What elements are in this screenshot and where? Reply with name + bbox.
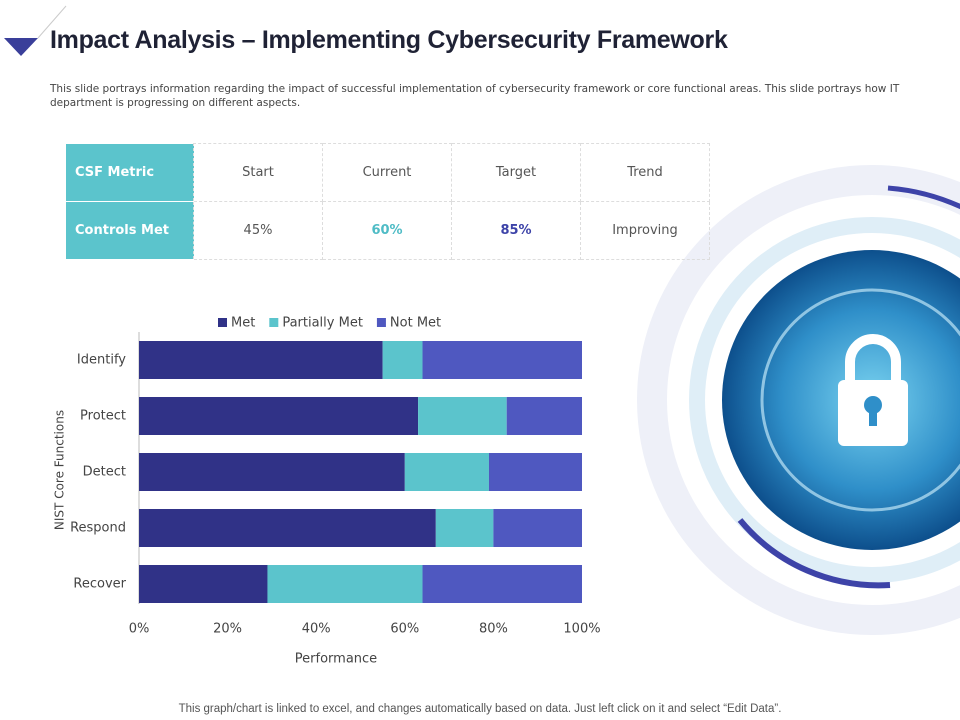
x-tick-label: 0%: [129, 622, 150, 637]
bar-segment: [404, 453, 489, 491]
bar-segment: [139, 397, 419, 435]
bar-segment: [422, 341, 582, 379]
bar-segment: [506, 397, 582, 435]
metric-table: CSF Metric Start Current Target Trend Co…: [66, 143, 710, 260]
legend-swatch: [269, 318, 279, 327]
y-axis-label: NIST Core Functions: [53, 410, 67, 530]
lock-shackle: [845, 334, 901, 380]
x-axis-label: Performance: [295, 652, 377, 667]
x-tick-label: 100%: [563, 622, 600, 637]
legend-label: Met: [231, 316, 255, 331]
y-tick-label: Detect: [83, 465, 126, 480]
bar-segment: [139, 565, 268, 603]
table-cell: Improving: [580, 201, 710, 260]
bar-segment: [422, 565, 582, 603]
bar-segment: [488, 453, 582, 491]
title: Impact Analysis – Implementing Cybersecu…: [50, 26, 728, 54]
table-cell: CSF Metric: [66, 143, 194, 202]
y-tick-label: Identify: [77, 353, 126, 368]
legend-label: Partially Met: [282, 316, 363, 331]
keyhole: [869, 408, 877, 426]
table-cell: 60%: [322, 201, 452, 260]
y-tick-label: Respond: [70, 521, 126, 536]
table-row: Controls Met 45% 60% 85% Improving: [66, 201, 710, 260]
y-tick-label: Protect: [80, 409, 126, 424]
arc: [887, 185, 960, 210]
title-line: [37, 5, 67, 39]
ring: [637, 165, 960, 635]
table-cell: 85%: [451, 201, 581, 260]
legend-swatch: [218, 318, 227, 327]
x-tick-label: 60%: [390, 622, 419, 637]
y-tick-label: Recover: [73, 577, 126, 592]
ring: [689, 217, 960, 583]
x-tick-label: 20%: [213, 622, 242, 637]
bar-segment: [267, 565, 423, 603]
table-cell: Controls Met: [66, 201, 194, 260]
legend-label: Not Met: [390, 316, 441, 331]
bar-segment: [139, 509, 436, 547]
table-cell: Current: [322, 143, 452, 202]
ring: [760, 288, 960, 512]
table-cell: Target: [451, 143, 581, 202]
bar-segment: [139, 341, 383, 379]
keyhole: [864, 396, 882, 414]
bar-segment: [493, 509, 582, 547]
subtitle: This slide portrays information regardin…: [50, 83, 900, 109]
bar-segment: [435, 509, 494, 547]
title-marker: [4, 38, 38, 56]
bar-segment: [139, 453, 405, 491]
arc: [737, 518, 891, 589]
x-tick-label: 80%: [479, 622, 508, 637]
bar-segment: [382, 341, 423, 379]
footer: This graph/chart is linked to excel, and…: [178, 703, 782, 715]
table-row: CSF Metric Start Current Target Trend: [66, 143, 710, 202]
bar-segment: [418, 397, 507, 435]
legend-swatch: [376, 318, 386, 327]
x-tick-label: 40%: [302, 622, 331, 637]
table-cell: Start: [193, 143, 323, 202]
table-cell: 45%: [193, 201, 323, 260]
